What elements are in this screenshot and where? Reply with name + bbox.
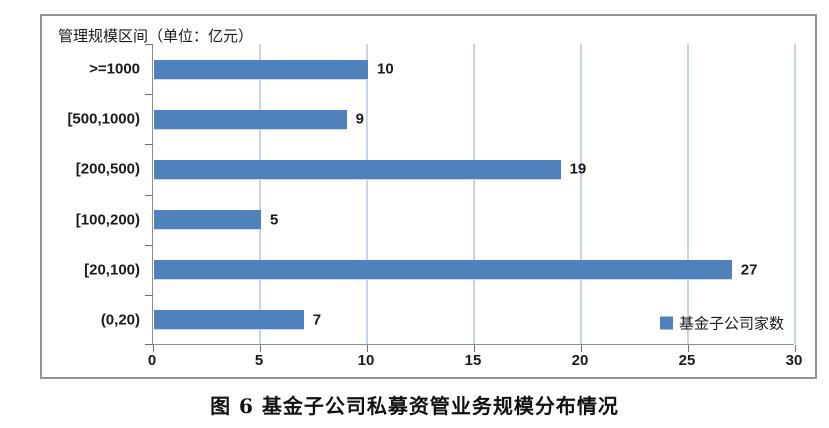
x-tick-label: 10 (357, 352, 375, 369)
category-label: [100,200) (75, 211, 140, 229)
y-axis-tick (145, 295, 153, 296)
legend-label: 基金子公司家数 (678, 315, 784, 333)
plot-area: 10 9 19 5 27 7 基金子公司家数 (145, 44, 796, 352)
gridline (687, 44, 689, 344)
x-axis-tick (152, 345, 154, 352)
x-tick-label: 0 (147, 352, 157, 369)
category-label: [200,500) (75, 160, 140, 178)
y-axis-tick (145, 195, 153, 196)
x-tick-label: 20 (571, 352, 589, 369)
bar-value-label: 10 (377, 60, 394, 78)
chart-frame: 管理规模区间（单位：亿元） >=1000 [500,1000) [200,500) [… (40, 14, 817, 379)
chart-title: 管理规模区间（单位：亿元） (58, 28, 254, 45)
bar (154, 159, 561, 179)
figure-caption: 图 6 基金子公司私募资管业务规模分布情况 (210, 394, 619, 418)
bar (154, 310, 304, 330)
bar (154, 59, 368, 79)
y-axis-tick (145, 94, 153, 95)
x-tick-label: 25 (678, 352, 696, 369)
category-label: [500,1000) (67, 110, 140, 128)
legend-swatch-icon (659, 316, 673, 330)
bar-value-label: 19 (569, 160, 587, 178)
x-axis-tick (794, 345, 796, 352)
category-label: >=1000 (89, 60, 140, 78)
y-axis-tick (145, 144, 153, 145)
x-axis-tick (473, 345, 475, 352)
x-tick-label: 30 (785, 352, 803, 369)
x-axis-tick (580, 345, 582, 352)
y-axis-tick (145, 344, 153, 345)
gridline (259, 44, 261, 344)
x-axis-tick-labels: 0 5 10 15 20 25 30 (148, 352, 803, 372)
gridline (580, 44, 582, 344)
category-label: [20,100) (84, 261, 140, 279)
bar-value-label: 9 (355, 110, 364, 128)
category-label: (0,20) (100, 311, 140, 329)
y-axis-tick (145, 44, 153, 45)
x-axis-tick (259, 345, 261, 352)
bar (154, 260, 732, 280)
x-axis-tick (366, 345, 368, 352)
bar (154, 109, 347, 129)
bar-value-label: 7 (312, 311, 322, 329)
x-tick-label: 5 (254, 352, 264, 369)
x-axis-tick (687, 345, 689, 352)
bar-value-label: 27 (740, 261, 758, 279)
y-axis-category-labels: >=1000 [500,1000) [200,500) [100,200) [20,10… (42, 44, 146, 345)
bar (154, 210, 261, 230)
gridline (473, 44, 475, 344)
legend: 基金子公司家数 (659, 313, 784, 334)
gridline (366, 44, 368, 344)
y-axis-tick (145, 245, 153, 246)
x-tick-label: 15 (464, 352, 482, 369)
gridline (794, 44, 796, 344)
bar-value-label: 5 (270, 211, 279, 229)
